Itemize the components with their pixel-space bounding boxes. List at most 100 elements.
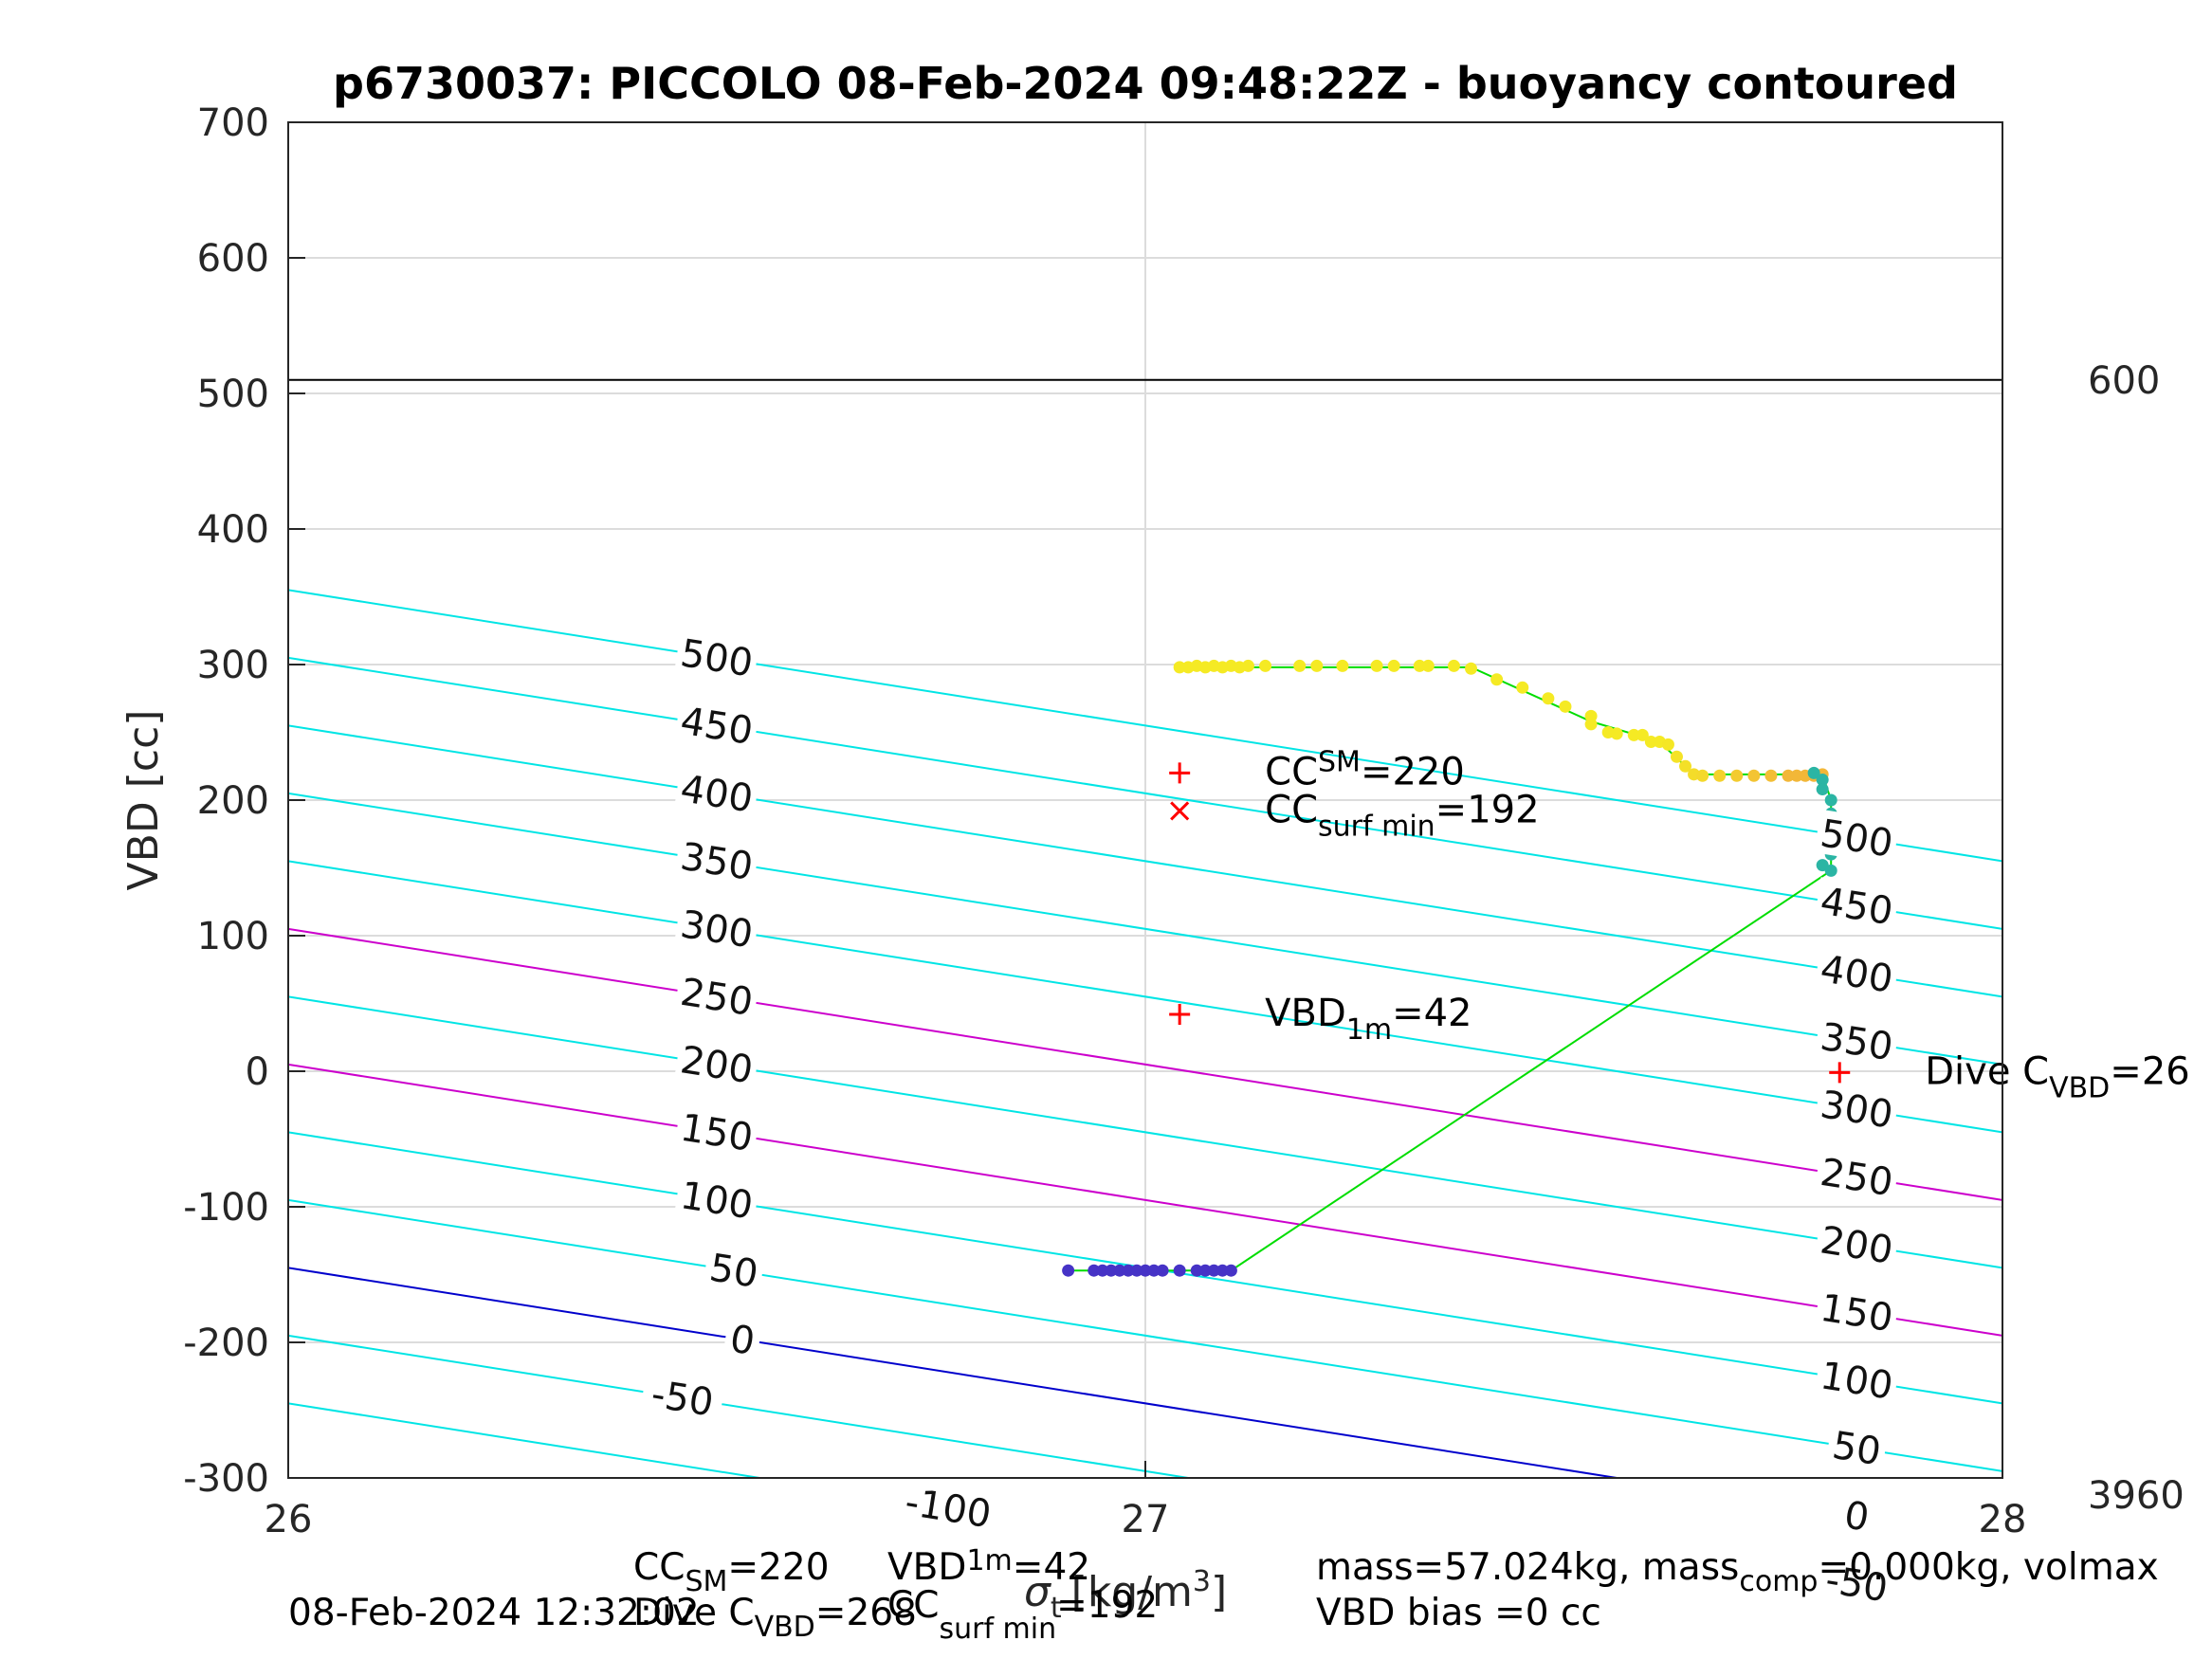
footer-dive-c: Dive CVBD=268 <box>633 1592 917 1644</box>
contour-label-bg <box>639 1369 726 1425</box>
contour-label: 100 <box>674 1171 760 1229</box>
x-label-unit: [kg/m <box>1071 1568 1193 1616</box>
marker-label-value: =192 <box>1435 788 1540 831</box>
contour-label-bg <box>674 629 760 685</box>
footer-vbd-1m: VBD1m=42 <box>887 1544 1090 1589</box>
contour-label-bg <box>674 968 760 1024</box>
contour-label: 200 <box>674 1035 760 1093</box>
footer-cc-surf-main: CC <box>887 1584 939 1627</box>
marker-label-main: CC <box>1265 788 1318 831</box>
marker-label-main: VBD <box>1265 992 1346 1035</box>
data-point-descent <box>1490 673 1504 686</box>
contour-label: -50 <box>1814 1555 1900 1612</box>
y-tick-label: 300 <box>197 644 269 687</box>
data-point-descent <box>1465 662 1478 675</box>
contour-line <box>288 589 2002 863</box>
contour-label-bg <box>894 1477 1003 1537</box>
marker-label-sub: surf min <box>1318 810 1435 843</box>
contour-label-bg <box>1814 1215 1900 1272</box>
data-point-descent <box>1387 659 1400 672</box>
data-point-descent <box>1713 769 1727 782</box>
data-point-descent <box>1310 659 1324 672</box>
data-point-climb <box>1807 766 1820 779</box>
data-point-surface <box>1088 1264 1101 1277</box>
contour-label-bg <box>674 1171 760 1228</box>
contour-label-text: 50 <box>706 1247 760 1297</box>
y-tick-label: 0 <box>246 1050 269 1094</box>
chart-title: p6730037: PICCOLO 08-Feb-2024 09:48:22Z … <box>333 58 1958 109</box>
data-point-surface <box>1190 1264 1203 1277</box>
contour-line <box>288 1063 2002 1337</box>
data-point-descent <box>1447 659 1460 672</box>
contour-label-bg <box>1814 877 1900 933</box>
marker-label-sub: VBD <box>2049 1071 2110 1104</box>
footer: 08-Feb-2024 12:32:02 CCSM=220 Dive CVBD=… <box>288 1544 2159 1646</box>
marker-label: CCSM=220 <box>1265 745 1465 793</box>
footer-mass-pre: mass=57.024kg, mass <box>1316 1546 1739 1589</box>
y-tick-label: 200 <box>197 779 269 823</box>
data-point-descent <box>1644 736 1657 749</box>
data-point-surface <box>1147 1264 1161 1277</box>
contour-label-text: -50 <box>1822 1559 1891 1612</box>
footer-cc-surf-sub: surf min <box>939 1613 1056 1646</box>
data-point-surface <box>1207 1264 1220 1277</box>
data-point-surface <box>1105 1264 1118 1277</box>
max-line-label: 600 <box>2088 359 2160 403</box>
footer-vbd-bias: VBD bias =0 cc <box>1316 1592 1601 1634</box>
data-point-climb <box>1816 783 1829 796</box>
contour-label-bg <box>1814 1012 1900 1068</box>
contour-labels: 500450400350300250200150100500-50-100500… <box>639 629 1900 1612</box>
contour-label: 250 <box>674 968 760 1025</box>
data-point-descent <box>1559 700 1572 713</box>
data-point-descent <box>1679 759 1692 773</box>
contour-label-bg <box>1814 1284 1900 1340</box>
marker-label: Dive CVBD=26 <box>1925 1049 2189 1104</box>
contour-label-text: 50 <box>1829 1424 1883 1474</box>
contour-line <box>288 724 2002 998</box>
contour-label-bg <box>703 1243 766 1296</box>
contour-label-bg <box>674 764 760 821</box>
x-label-sigma: σ <box>1024 1568 1051 1616</box>
data-point-descent <box>1259 659 1272 672</box>
contour-line <box>288 792 2002 1066</box>
marker-label-value: =42 <box>1392 992 1472 1035</box>
x-label-sub: t <box>1051 1592 1062 1625</box>
marker-label-sub: 1m <box>1346 1013 1392 1047</box>
contour-label: 300 <box>1814 1080 1900 1138</box>
data-point-descent <box>1610 727 1623 740</box>
data-point-descent <box>1782 769 1795 782</box>
data-point-descent <box>1370 659 1383 672</box>
data-point-descent <box>1293 659 1307 672</box>
x-label-unit-sup: 3 <box>1193 1565 1211 1598</box>
y-tick-label: 100 <box>197 915 269 958</box>
footer-cc-sm-main: CC <box>633 1546 685 1589</box>
contour-line <box>288 860 2002 1134</box>
x-tick-label: 27 <box>1122 1498 1170 1541</box>
footer-vbd-1m-value: =42 <box>1013 1546 1090 1589</box>
data-point-surface <box>1122 1264 1135 1277</box>
footer-dive-c-value: =268 <box>815 1592 917 1634</box>
contour-label: -100 <box>894 1477 1003 1537</box>
contour-label-bg <box>1825 1421 1889 1473</box>
data-point-surface <box>1096 1264 1109 1277</box>
data-point-descent <box>1627 728 1640 741</box>
data-point-descent <box>1413 659 1426 672</box>
marker-label-value: =26 <box>2110 1049 2189 1093</box>
data-point-climb <box>1824 864 1837 877</box>
contour-label-bg <box>674 900 760 957</box>
contour-label-bg <box>1814 1351 1900 1408</box>
data-point-surface <box>1139 1264 1152 1277</box>
footer-mass: mass=57.024kg, masscomp=0.000kg, volmax <box>1316 1546 2159 1598</box>
contour-label: 150 <box>1814 1284 1900 1340</box>
y-tick-label: 500 <box>197 373 269 416</box>
footer-mass-post: =0.000kg, volmax <box>1818 1546 2158 1589</box>
footer-cc-surf-value: =192 <box>1056 1584 1158 1627</box>
footer-mass-sub: comp <box>1739 1565 1818 1598</box>
contour-label-bg <box>722 1314 763 1363</box>
y-tick-label: 400 <box>197 508 269 552</box>
contour-label: 0 <box>722 1314 763 1364</box>
marker-label: CCsurf min=192 <box>1265 788 1539 843</box>
marker-cross <box>1170 801 1190 821</box>
